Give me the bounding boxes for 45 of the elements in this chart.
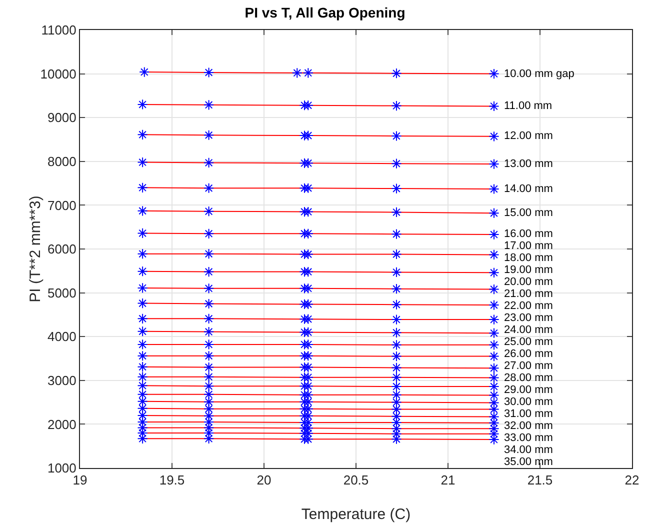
- series-label: 23.00 mm: [504, 312, 553, 324]
- series-label: 27.00 mm: [504, 360, 553, 372]
- series-label: 30.00 mm: [504, 396, 553, 408]
- series-label: 32.00 mm: [504, 420, 553, 432]
- y-tick-label: 8000: [47, 154, 76, 169]
- series-label: 21.00 mm: [504, 288, 553, 300]
- series-label: 24.00 mm: [504, 324, 553, 336]
- series-label: 11.00 mm: [504, 100, 552, 112]
- series-label: 33.00 mm: [504, 432, 553, 444]
- series-label: 34.00 mm: [504, 444, 553, 456]
- y-tick-label: 5000: [47, 285, 76, 300]
- y-tick-label: 7000: [47, 198, 76, 213]
- y-tick-label: 9000: [47, 110, 76, 126]
- series-label: 20.00 mm: [504, 276, 553, 288]
- chart-title: PI vs T, All Gap Opening: [244, 4, 406, 21]
- series-label: 15.00 mm: [504, 207, 553, 219]
- series-label: 31.00 mm: [504, 408, 553, 420]
- series-label: 25.00 mm: [504, 336, 553, 348]
- y-tick-label: 3000: [47, 372, 76, 388]
- series-label: 28.00 mm: [504, 372, 553, 384]
- series-label: 35.00 mm: [504, 456, 553, 468]
- series-label: 16.00 mm: [504, 228, 553, 240]
- y-tick-label: 4000: [47, 329, 76, 344]
- x-tick-label: 21: [440, 472, 456, 488]
- series-label: 29.00 mm: [504, 384, 553, 396]
- y-axis-title: PI (T**2 mm**3): [27, 196, 44, 302]
- series-label: 14.00 mm: [504, 183, 553, 195]
- x-axis-title: Temperature (C): [301, 506, 411, 523]
- series-label: 12.00 mm: [504, 130, 553, 142]
- series-label: 10.00 mm gap: [504, 68, 574, 80]
- x-tick-label: 22: [624, 472, 640, 488]
- series-label: 26.00 mm: [504, 348, 553, 360]
- x-tick-label: 19.5: [159, 472, 185, 488]
- x-tick-label: 21.5: [527, 472, 553, 488]
- series-label: 22.00 mm: [504, 300, 553, 312]
- series-label: 17.00 mm: [504, 240, 553, 252]
- series-label: 19.00 mm: [504, 264, 553, 276]
- series-label: 13.00 mm: [504, 158, 553, 170]
- series-label: 18.00 mm: [504, 252, 553, 264]
- y-tick-label: 6000: [47, 242, 76, 257]
- x-tick-label: 20: [256, 472, 272, 488]
- x-tick-label: 20.5: [343, 472, 369, 488]
- y-tick-label: 2000: [47, 416, 76, 432]
- y-tick-label: 11000: [41, 22, 76, 38]
- y-tick-label: 10000: [40, 66, 76, 82]
